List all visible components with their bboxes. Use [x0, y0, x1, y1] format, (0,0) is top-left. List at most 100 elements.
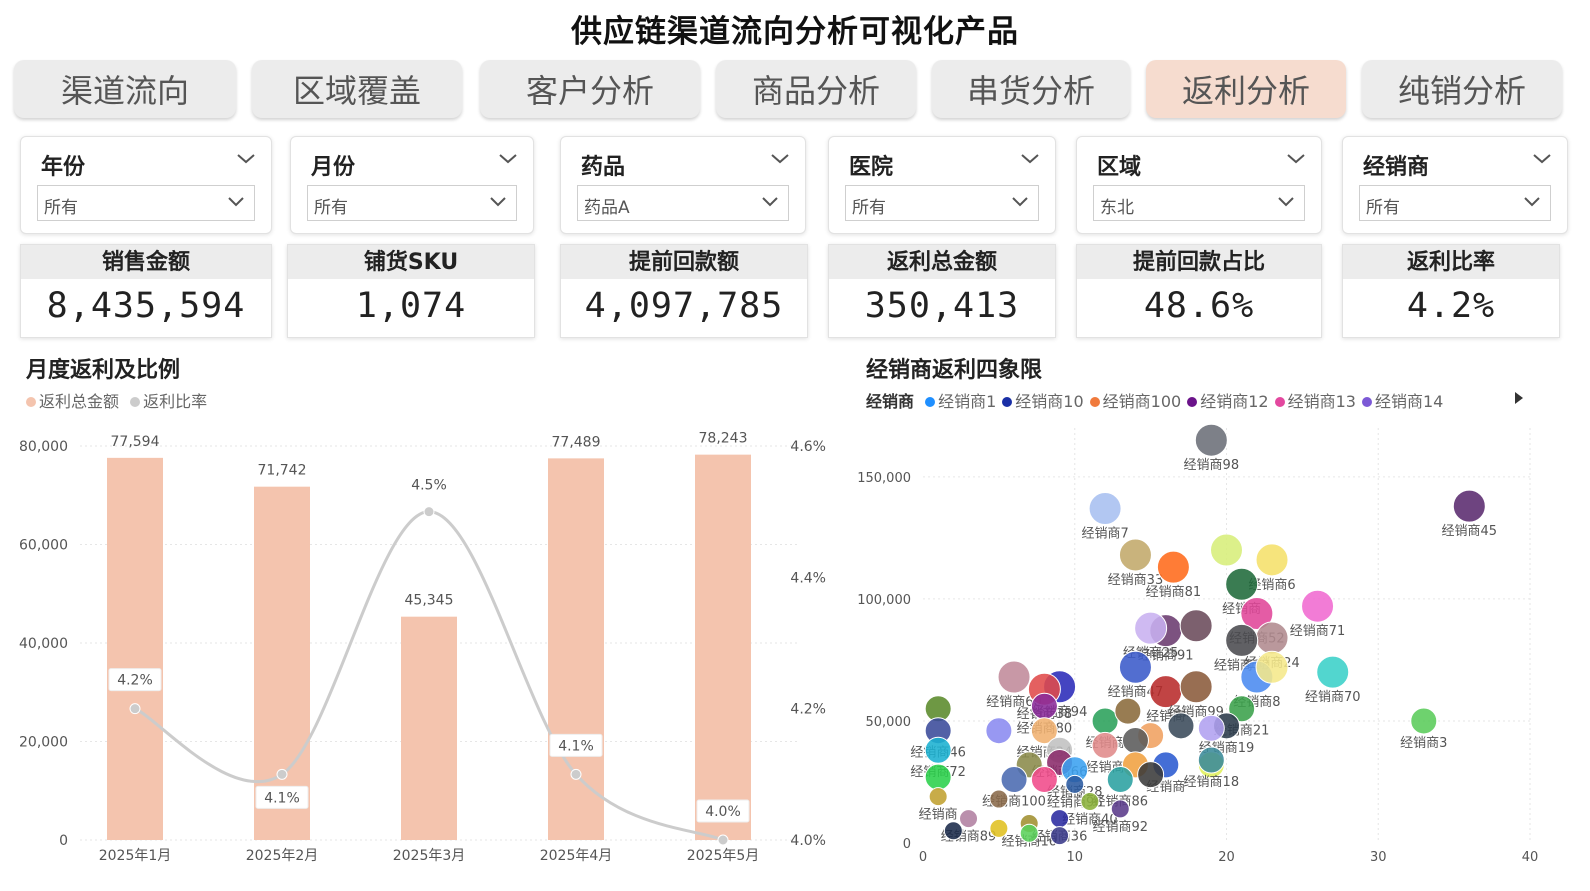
chevron-down-icon[interactable] — [769, 151, 791, 167]
distributor-bubble — [924, 763, 952, 791]
filter-distributor-dropdown[interactable]: 所有 — [1359, 185, 1551, 221]
kpi-sku-count: 铺货SKU 1,074 — [287, 244, 535, 338]
filter-region-dropdown[interactable]: 东北 — [1093, 185, 1305, 221]
distributor-bubble — [943, 821, 963, 841]
distributor-bubble — [1301, 589, 1335, 623]
chevron-down-icon — [1278, 197, 1294, 207]
tab-rebate-analysis[interactable]: 返利分析 — [1146, 60, 1346, 118]
filter-hospital-dropdown[interactable]: 所有 — [845, 185, 1039, 221]
kpi-rebate-total: 返利总金额 350,413 — [828, 244, 1056, 338]
distributor-bubble — [1118, 538, 1152, 572]
line-point — [423, 506, 435, 518]
chevron-down-icon — [762, 197, 778, 207]
filter-year-value: 所有 — [44, 198, 78, 218]
chevron-down-icon[interactable] — [1019, 151, 1041, 167]
distributor-bubble — [1316, 655, 1350, 689]
filter-year: 年份 所有 — [20, 136, 272, 234]
tab-customer-analysis[interactable]: 客户分析 — [480, 60, 700, 118]
filter-month-label: 月份 — [311, 155, 356, 180]
distributor-bubble — [924, 736, 952, 764]
distributor-bubble — [1080, 792, 1100, 811]
filter-month-value: 所有 — [314, 198, 348, 218]
distributor-bubble — [1000, 766, 1028, 794]
legend-item-rebate-rate[interactable]: 返利比率 — [130, 392, 207, 411]
legend-label: 经销商100 — [1102, 392, 1182, 411]
x-axis-tick-label: 0 — [919, 850, 927, 865]
legend-next-arrow-icon[interactable] — [1512, 390, 1526, 406]
y2-axis-tick-label: 4.4% — [790, 570, 826, 586]
distributor-bubble — [1091, 731, 1119, 759]
chevron-down-icon[interactable] — [1531, 151, 1553, 167]
distributor-bubble — [1030, 717, 1058, 745]
filter-distributor-label: 经销商 — [1363, 155, 1430, 180]
bubble-data-label: 经销商98 — [1184, 458, 1240, 473]
distributor-bubble — [1134, 611, 1168, 645]
kpi-early-payment-label: 提前回款额 — [561, 245, 807, 279]
y-axis-tick-label: 0 — [903, 837, 911, 852]
distributor-bubble — [1255, 543, 1289, 577]
kpi-sales-amount: 销售金额 8,435,594 — [20, 244, 272, 338]
distributor-legend-item[interactable]: 经销商1 — [925, 392, 996, 411]
filter-hospital: 医院 所有 — [828, 136, 1056, 234]
tab-channel-flow[interactable]: 渠道流向 — [14, 60, 236, 118]
distributor-quadrant-chart-title: 经销商返利四象限 — [866, 358, 1043, 383]
distributor-bubble — [1030, 766, 1058, 794]
filter-drug-value: 药品A — [584, 198, 630, 218]
filter-month-dropdown[interactable]: 所有 — [307, 185, 517, 221]
distributor-bubble — [1210, 533, 1243, 567]
line-point — [276, 768, 288, 780]
distributor-bubble — [1197, 746, 1225, 774]
tab-region-coverage[interactable]: 区域覆盖 — [252, 60, 462, 118]
filter-distributor-value: 所有 — [1366, 198, 1400, 218]
x-axis-tick-label: 2025年1月 — [99, 848, 172, 864]
legend-label-rebate-rate: 返利比率 — [143, 392, 208, 411]
filter-year-label: 年份 — [41, 155, 86, 180]
distributor-bubble — [1050, 826, 1070, 846]
y2-axis-tick-label: 4.6% — [790, 439, 826, 455]
bar-data-label: 77,594 — [111, 434, 160, 450]
line-data-label-box — [108, 668, 162, 692]
distributor-bubble — [1118, 650, 1152, 684]
legend-dot — [1187, 397, 1198, 407]
distributor-legend-item[interactable]: 经销商100 — [1089, 392, 1182, 411]
tab-cross-selling-analysis[interactable]: 串货分析 — [932, 60, 1130, 118]
legend-label: 经销商14 — [1374, 392, 1444, 411]
y-axis-tick-label: 80,000 — [19, 439, 68, 455]
line-data-label-box — [696, 799, 750, 823]
filter-distributor: 经销商 所有 — [1342, 136, 1568, 234]
line-data-label: 4.1% — [264, 790, 300, 806]
x-axis-tick-label: 2025年3月 — [393, 848, 466, 864]
x-axis-tick-label: 40 — [1522, 850, 1539, 865]
filter-hospital-value: 所有 — [852, 198, 886, 218]
filter-drug-dropdown[interactable]: 药品A — [577, 185, 789, 221]
line-data-label: 4.2% — [117, 673, 153, 689]
distributor-legend-item[interactable]: 经销商14 — [1361, 392, 1444, 411]
distributor-bubble — [1225, 567, 1259, 601]
chevron-down-icon[interactable] — [1285, 151, 1307, 167]
filter-year-dropdown[interactable]: 所有 — [37, 185, 255, 221]
filter-drug: 药品 药品A — [560, 136, 806, 234]
bubble-data-label: 经销商81 — [1146, 585, 1202, 600]
distributor-bubble — [1156, 550, 1190, 584]
distributor-legend-item[interactable]: 经销商10 — [1002, 392, 1084, 411]
chevron-down-icon[interactable] — [235, 151, 257, 167]
chevron-down-icon[interactable] — [497, 151, 519, 167]
distributor-legend-item[interactable]: 经销商13 — [1274, 392, 1356, 411]
legend-label: 经销商10 — [1015, 392, 1084, 411]
kpi-early-payment: 提前回款额 4,097,785 — [560, 244, 808, 338]
y-axis-tick-label: 20,000 — [19, 735, 68, 751]
distributor-bubble — [1088, 492, 1122, 526]
legend-dot — [1002, 397, 1013, 407]
bubble-data-label: 经销商45 — [1442, 524, 1498, 539]
monthly-rebate-chart-title: 月度返利及比例 — [26, 358, 181, 383]
legend-item-rebate-total[interactable]: 返利总金额 — [26, 392, 119, 411]
tab-product-analysis[interactable]: 商品分析 — [716, 60, 916, 118]
bar — [401, 616, 457, 840]
distributor-legend-item[interactable]: 经销商12 — [1187, 392, 1269, 411]
line-point — [570, 768, 582, 780]
distributor-bubble — [928, 787, 948, 807]
tab-pure-sales-analysis[interactable]: 纯销分析 — [1362, 60, 1562, 118]
bubble-data-label: 经销商6 — [1248, 578, 1295, 593]
bar-data-label: 77,489 — [552, 434, 601, 450]
distributor-bubble — [1106, 766, 1134, 794]
